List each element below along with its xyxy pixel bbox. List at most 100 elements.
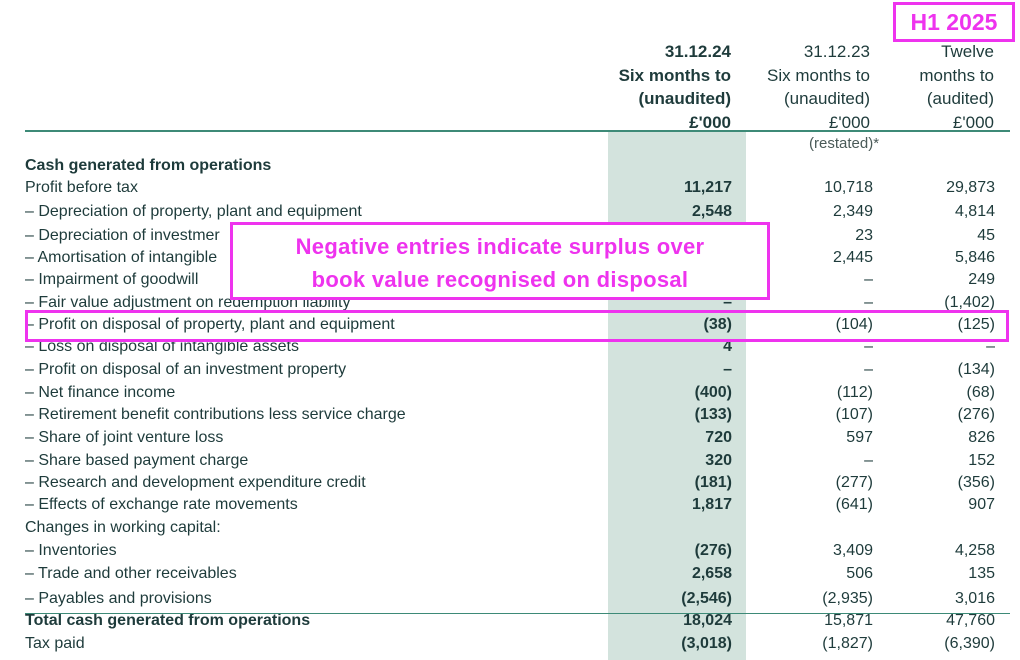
row-value-v1: 720: [705, 429, 732, 446]
table-row: – Retirement benefit contributions less …: [0, 406, 1020, 429]
row-value-v2: 10,718: [824, 179, 873, 196]
row-value-v2: (2,935): [822, 590, 873, 607]
row-value-v3: 45: [977, 227, 995, 244]
row-value-v2: 597: [846, 429, 873, 446]
total-rule: [25, 613, 1010, 614]
column-header-line: months to: [919, 65, 994, 85]
row-value-v3: 4,814: [954, 203, 995, 220]
row-value-v2: –: [864, 338, 873, 355]
row-value-v3: 907: [968, 496, 995, 513]
row-value-v1: 1,817: [691, 496, 732, 513]
row-value-v2: 506: [846, 565, 873, 582]
row-label: – Impairment of goodwill: [25, 271, 199, 288]
row-label: – Depreciation of investmer: [25, 227, 220, 244]
column-header-line: (audited): [926, 89, 994, 108]
row-value-v2: –: [864, 361, 873, 378]
row-value-v1: 4: [723, 338, 732, 355]
row-label: Profit before tax: [25, 179, 138, 196]
row-value-v2: (112): [836, 384, 873, 401]
row-value-v3: (1,402): [944, 294, 995, 311]
row-value-v2: –: [864, 452, 873, 469]
table-row: Changes in working capital:: [0, 519, 1020, 542]
row-value-v2: 2,445: [832, 249, 873, 266]
column-header-line: 31.12.23: [803, 42, 870, 61]
row-value-v3: 152: [968, 452, 995, 469]
row-value-v1: (3,018): [681, 635, 732, 652]
row-value-v2: 2,349: [832, 203, 873, 220]
row-value-v2: (1,827): [822, 635, 873, 652]
column-header-full-year: Twelve months to (audited) £'000: [834, 40, 994, 134]
table-row: – Effects of exchange rate movements 1,81…: [0, 496, 1020, 519]
table-row: – Depreciation of property, plant and eq…: [0, 203, 1020, 226]
table-row: – Profit on disposal of property, plant …: [0, 316, 1020, 339]
restated-note: (restated)*: [809, 135, 880, 152]
row-value-v3: 135: [968, 565, 995, 582]
row-label: – Retirement benefit contributions less …: [25, 406, 406, 423]
table-row: – Research and development expenditure c…: [0, 474, 1020, 497]
row-value-v1: 2,658: [691, 565, 732, 582]
row-value-v2: 23: [855, 227, 873, 244]
table-row: Cash generated from operations: [0, 157, 1020, 180]
table-row: Profit before tax 11,217 10,718 29,873: [0, 179, 1020, 202]
row-value-v1: 320: [705, 452, 732, 469]
row-value-v3: (276): [957, 406, 995, 423]
row-value-v1: (276): [694, 542, 732, 559]
table-row: – Net finance income (400) (112) (68): [0, 384, 1020, 407]
row-value-v1: (2,546): [681, 590, 732, 607]
row-label: – Amortisation of intangible: [25, 249, 218, 266]
row-value-v3: 47,760: [946, 612, 995, 629]
row-value-v3: (134): [957, 361, 995, 378]
row-value-v1: (133): [694, 406, 732, 423]
row-label: – Profit on disposal of property, plant …: [25, 316, 395, 333]
table-row: – Depreciation of investmer 23 45: [0, 227, 1020, 250]
row-label: – Effects of exchange rate movements: [25, 496, 298, 513]
row-label: – Depreciation of property, plant and eq…: [25, 203, 362, 220]
table-row: Total cash generated from operations 18,0…: [0, 612, 1020, 635]
row-label: – Loss on disposal of intangible assets: [25, 338, 299, 355]
row-label: – Inventories: [25, 542, 117, 559]
highlight-box: [25, 310, 1009, 342]
row-value-v2: 15,871: [824, 612, 873, 629]
row-label: – Payables and provisions: [25, 590, 212, 607]
row-value-v3: 4,258: [954, 542, 995, 559]
row-value-v3: 3,016: [954, 590, 995, 607]
row-value-v1: –: [723, 361, 732, 378]
row-value-v1: (400): [694, 384, 732, 401]
row-value-v3: 5,846: [954, 249, 995, 266]
row-value-v3: (356): [957, 474, 995, 491]
table-row: – Amortisation of intangible 2,445 5,846: [0, 249, 1020, 272]
row-value-v2: 3,409: [832, 542, 873, 559]
current-period-column-shading: [608, 130, 746, 660]
column-header-line: Six months to: [618, 65, 731, 85]
column-header-current: 31.12.24 Six months to (unaudited) £'000: [571, 40, 731, 134]
row-value-v1: 11,217: [683, 179, 732, 196]
header-rule: [25, 130, 1010, 132]
table-row: – Profit on disposal of an investment pr…: [0, 361, 1020, 384]
column-header-line: £'000: [828, 112, 870, 132]
row-value-v1: 2,548: [691, 203, 732, 220]
row-value-v3: –: [986, 338, 995, 355]
column-header-line: 31.12.24: [664, 42, 731, 61]
column-header-line: £'000: [952, 112, 994, 132]
row-value-v1: 18,024: [683, 612, 732, 629]
period-tag: H1 2025: [893, 2, 1015, 42]
row-value-v1: (181): [694, 474, 732, 491]
annotation-line: book value recognised on disposal: [311, 267, 689, 292]
row-label: – Trade and other receivables: [25, 565, 237, 582]
row-value-v2: (104): [835, 316, 873, 333]
table-row: – Inventories (276) 3,409 4,258: [0, 542, 1020, 565]
row-value-v1: (38): [703, 316, 732, 333]
column-header-prior: 31.12.23 Six months to (unaudited) £'000: [710, 40, 870, 134]
row-value-v3: (68): [966, 384, 995, 401]
row-value-v3: (125): [957, 316, 995, 333]
column-header-line: Twelve: [941, 42, 994, 61]
row-label: – Net finance income: [25, 384, 176, 401]
table-row: – Payables and provisions (2,546) (2,935) 3…: [0, 590, 1020, 613]
row-value-v2: (641): [835, 496, 873, 513]
table-row: – Share of joint venture loss 720 597 826: [0, 429, 1020, 452]
row-value-v3: 249: [968, 271, 995, 288]
row-value-v3: 29,873: [946, 179, 995, 196]
column-header-line: (unaudited): [638, 89, 731, 108]
row-value-v3: 826: [968, 429, 995, 446]
row-label: – Profit on disposal of an investment pr…: [25, 361, 347, 378]
